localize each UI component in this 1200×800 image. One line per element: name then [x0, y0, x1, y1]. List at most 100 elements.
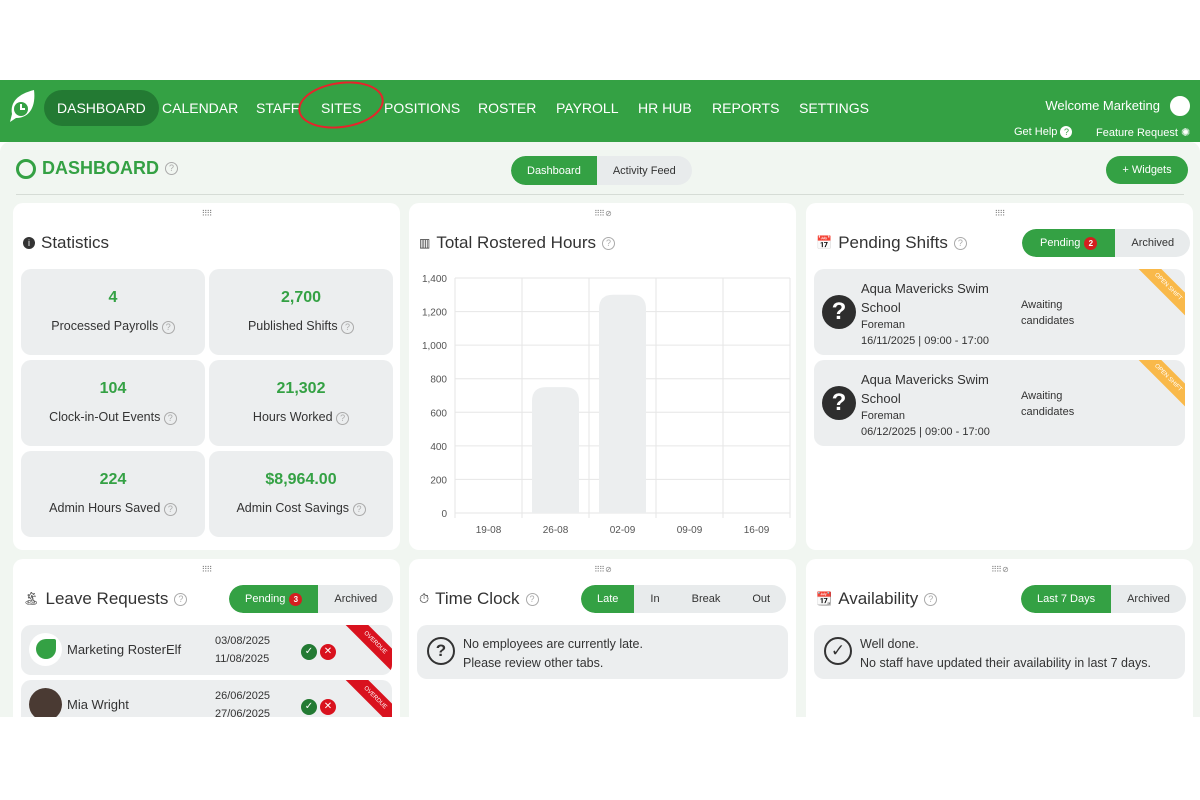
position: Foreman — [861, 319, 906, 331]
help-icon[interactable]: ? — [602, 236, 616, 250]
stat-value: 224 — [99, 471, 127, 488]
leave-requests-card: ⠿⠿ 🏝 Leave Requests? Pending 3 Archived Ma… — [13, 559, 400, 730]
drag-handle[interactable]: ⠿⠿ ⊘ — [594, 565, 612, 574]
x-tick-label: 26-08 — [543, 525, 569, 536]
tab-activity-feed[interactable]: Activity Feed — [612, 164, 676, 177]
shift-item[interactable]: ? Aqua Mavericks Swim School Foreman 16/11/… — [814, 269, 1185, 355]
open-shift-ribbon: OPEN SHIFT — [1130, 360, 1185, 416]
x-tick-label: 16-09 — [744, 525, 770, 536]
add-widgets-button[interactable]: + Widgets — [1106, 156, 1188, 184]
pending-shifts-tabs: Pending 2 Archived — [1022, 229, 1191, 257]
stat-label-text: Hours Worked — [252, 410, 333, 424]
drag-handle[interactable]: ⠿⠿ — [201, 565, 213, 574]
x-tick-label: 19-08 — [476, 525, 502, 536]
help-icon[interactable]: ? — [525, 592, 539, 606]
y-tick-label: 1,400 — [422, 274, 447, 285]
employee-name: Marketing RosterElf — [67, 642, 182, 657]
leave-item[interactable]: Marketing RosterElf 03/08/2025 11/08/2025… — [21, 625, 392, 675]
status-cont: candidates — [1021, 406, 1075, 418]
nav-item-reports[interactable]: REPORTS — [712, 100, 780, 116]
tab-in[interactable]: In — [650, 593, 660, 605]
message-line: No employees are currently late. — [463, 637, 643, 651]
leave-tabs: Pending 3 Archived — [229, 585, 394, 613]
x-tick-label: 09-09 — [677, 525, 703, 536]
stat-tile: 224 Admin Hours Saved ? — [21, 451, 205, 537]
bar-chart-icon: ▥ — [419, 236, 431, 250]
dashboard-page: DASHBOARD? Dashboard Activity Feed + Wid… — [0, 142, 1200, 730]
stat-value: 4 — [108, 289, 118, 306]
empty-message: ✓ Well done. No staff have updated their … — [814, 625, 1185, 679]
reject-icon[interactable]: ✕ — [320, 644, 336, 660]
open-shift-ribbon: OPEN SHIFT — [1130, 269, 1185, 325]
feature-request-link[interactable]: Feature Request ✺ — [1096, 126, 1190, 139]
card-title: ⏱ Time Clock? — [419, 589, 539, 609]
help-icon[interactable]: ? — [352, 503, 366, 516]
calendar-icon: 📆 — [816, 591, 833, 606]
leave-title: Leave Requests — [45, 589, 169, 608]
stat-label-text: Admin Hours Saved — [49, 501, 161, 515]
approve-icon[interactable]: ✓ — [301, 699, 317, 715]
hide-icon[interactable]: ⊘ — [605, 209, 612, 218]
y-tick-label: 200 — [430, 475, 447, 486]
leave-from: 03/08/2025 — [215, 635, 271, 647]
tab-pending[interactable]: Pending 2 — [1022, 229, 1116, 257]
stat-label: Admin Hours Saved ? — [21, 501, 205, 516]
hide-icon[interactable]: ⊘ — [605, 565, 612, 574]
tab-out[interactable]: Out — [752, 593, 771, 605]
hide-icon[interactable]: ⊘ — [1002, 565, 1009, 574]
tab-late[interactable]: Late — [581, 585, 635, 613]
feature-request-label: Feature Request — [1096, 127, 1178, 139]
help-icon[interactable]: ? — [165, 162, 178, 175]
annotation-circle — [295, 76, 387, 134]
status: Awaiting — [1021, 299, 1063, 311]
drag-handle[interactable]: ⠿⠿ ⊘ — [594, 209, 612, 218]
y-tick-label: 1,200 — [422, 308, 447, 319]
tab-break[interactable]: Break — [691, 593, 721, 605]
help-icon[interactable]: ? — [341, 321, 355, 334]
nav-item-payroll[interactable]: PAYROLL — [556, 100, 619, 116]
help-icon[interactable]: ? — [161, 321, 175, 334]
site-name: Aqua Mavericks Swim — [861, 372, 989, 387]
get-help-link[interactable]: Get Help ? — [1014, 126, 1073, 138]
nav-item-staff[interactable]: STAFF — [256, 100, 300, 116]
help-icon[interactable]: ? — [174, 592, 188, 606]
nav-item-roster[interactable]: ROSTER — [478, 100, 537, 116]
tab-archived[interactable]: Archived — [1131, 237, 1175, 249]
nav-item-dashboard[interactable]: DASHBOARD — [44, 90, 159, 126]
help-icon[interactable]: ? — [163, 412, 177, 425]
stat-value: $8,964.00 — [265, 471, 337, 488]
time-clock-tabs: Late In Break Out — [581, 585, 787, 613]
help-icon[interactable]: ? — [953, 236, 967, 250]
drag-handle[interactable]: ⠿⠿ — [201, 209, 213, 218]
tab-archived[interactable]: Archived — [1127, 593, 1170, 605]
question-icon: ? — [427, 637, 455, 665]
message-line: Well done. — [860, 637, 919, 651]
tab-dashboard[interactable]: Dashboard — [511, 156, 597, 185]
approve-icon[interactable]: ✓ — [301, 644, 317, 660]
tab-archived[interactable]: Archived — [334, 593, 378, 605]
reject-icon[interactable]: ✕ — [320, 699, 336, 715]
user-avatar-icon[interactable] — [1168, 94, 1192, 118]
nav-item-settings[interactable]: SETTINGS — [799, 100, 870, 116]
tab-pending[interactable]: Pending 3 — [229, 585, 319, 613]
top-nav: DASHBOARD CALENDAR STAFF SITES POSITIONS ROST… — [0, 76, 1200, 142]
nav-item-sites[interactable]: SITES — [321, 100, 362, 116]
avatar — [29, 633, 62, 666]
tab-last-7-days[interactable]: Last 7 Days — [1021, 585, 1112, 613]
drag-handle[interactable]: ⠿⠿ ⊘ — [991, 565, 1009, 574]
tab-label: Pending — [245, 593, 286, 605]
y-tick-label: 600 — [430, 408, 447, 419]
count-badge: 3 — [289, 592, 303, 606]
nav-item-positions[interactable]: POSITIONS — [384, 100, 461, 116]
rosterelf-logo-icon[interactable] — [8, 88, 38, 124]
shift-item[interactable]: ? Aqua Mavericks Swim School Foreman 06/12/… — [814, 360, 1185, 446]
drag-handle[interactable]: ⠿⠿ — [994, 209, 1006, 218]
stat-label: Admin Cost Savings ? — [209, 501, 393, 516]
help-icon[interactable]: ? — [924, 592, 938, 606]
help-icon[interactable]: ? — [336, 412, 350, 425]
status: Awaiting — [1021, 390, 1063, 402]
nav-item-calendar[interactable]: CALENDAR — [162, 100, 239, 116]
stat-value: 2,700 — [280, 289, 322, 306]
help-icon[interactable]: ? — [163, 503, 177, 516]
nav-item-hr-hub[interactable]: HR HUB — [638, 100, 692, 116]
